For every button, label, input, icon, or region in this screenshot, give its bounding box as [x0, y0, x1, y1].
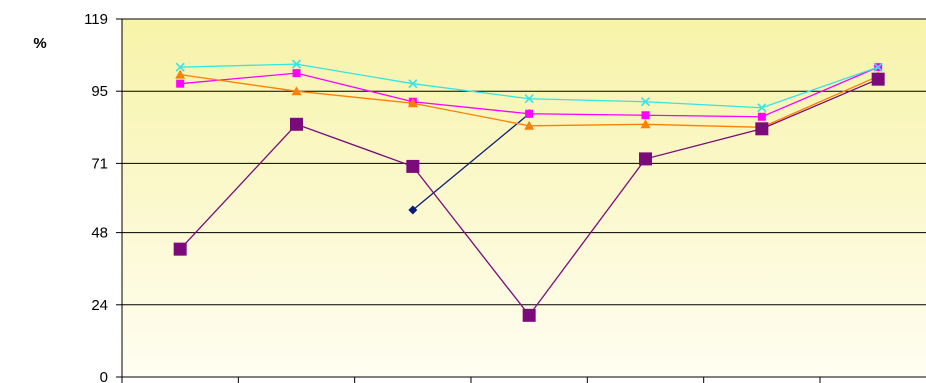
data-point	[639, 152, 652, 166]
y-tick-label: 119	[84, 11, 108, 28]
data-point	[524, 120, 535, 130]
data-point	[291, 59, 302, 69]
data-point	[524, 94, 534, 104]
data-point	[522, 308, 536, 322]
data-point	[173, 242, 187, 256]
gridlines	[116, 18, 926, 378]
series-5	[173, 72, 885, 322]
data-point	[290, 117, 303, 131]
plot-area	[122, 19, 926, 377]
data-point	[175, 69, 186, 79]
data-point	[757, 112, 766, 121]
series-group	[173, 59, 885, 322]
data-point	[292, 69, 301, 78]
data-point	[408, 79, 418, 89]
series-line	[412, 113, 530, 211]
y-unit-label: %	[33, 35, 46, 52]
data-point	[408, 205, 418, 215]
y-tick-label: 24	[91, 297, 108, 314]
data-point	[757, 103, 767, 113]
data-point	[871, 72, 885, 86]
axes	[121, 19, 926, 383]
y-tick-label: 95	[91, 83, 108, 100]
data-point	[406, 159, 420, 173]
data-point	[640, 97, 651, 107]
data-point	[176, 79, 185, 88]
data-point	[291, 86, 302, 96]
data-point	[873, 62, 883, 72]
series-4	[175, 59, 883, 113]
y-tick-label: 0	[100, 369, 108, 383]
tick-labels: 0 24 48 71 95 119	[84, 11, 108, 383]
data-point	[525, 109, 534, 118]
data-point	[755, 122, 769, 136]
data-point	[641, 111, 650, 120]
y-tick-label: 48	[91, 225, 108, 242]
data-point	[407, 98, 418, 108]
data-point	[175, 62, 185, 72]
data-point	[640, 119, 651, 129]
y-tick-label: 71	[91, 155, 108, 172]
